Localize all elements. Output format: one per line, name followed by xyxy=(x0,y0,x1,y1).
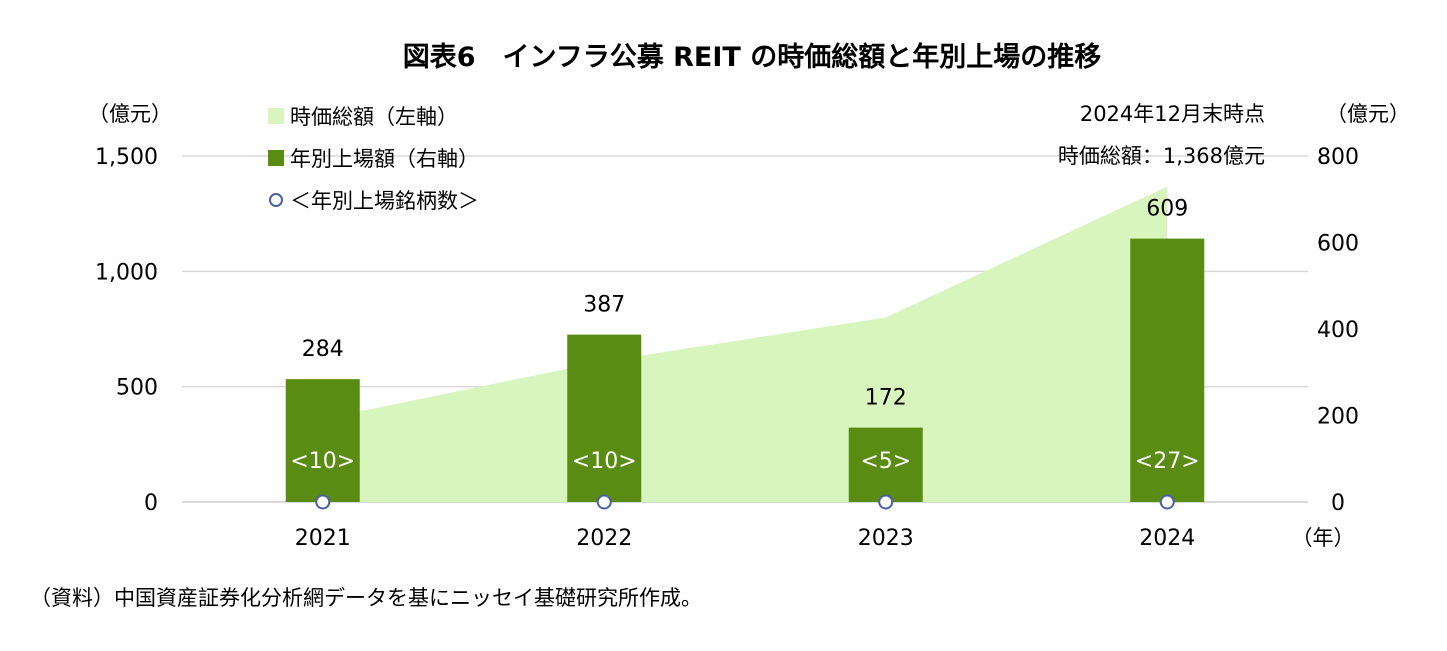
left-tick-label: 1,500 xyxy=(95,145,158,170)
bar-value-label: 172 xyxy=(865,386,907,411)
bar-value-label: 609 xyxy=(1146,197,1188,222)
annotation-date: 2024年12月末時点 xyxy=(1080,102,1265,126)
bar-2021 xyxy=(285,379,360,502)
legend-marker-icon xyxy=(269,193,283,207)
left-axis-unit: （億元） xyxy=(88,102,172,126)
right-tick-label: 600 xyxy=(1317,232,1359,257)
x-tick-label: 2024 xyxy=(1139,526,1195,551)
count-marker xyxy=(878,494,894,510)
left-tick-label: 0 xyxy=(144,491,158,516)
legend-area-label: 時価総額（左軸） xyxy=(290,105,458,129)
right-axis-ticks: 0 200 400 600 800 xyxy=(1317,145,1359,516)
x-axis-unit: （年） xyxy=(1292,526,1355,550)
x-axis-ticks: 2021 2022 2023 2024 xyxy=(295,526,1196,551)
bar-value-labels: 284 387 172 609 xyxy=(302,197,1189,411)
count-label: <5> xyxy=(860,449,911,474)
bar-value-label: 284 xyxy=(302,337,344,362)
legend: 時価総額（左軸） 年別上場額（右軸） ＜年別上場銘柄数＞ xyxy=(268,105,479,213)
source-note: （資料）中国資産証券化分析網データを基にニッセイ基礎研究所作成。 xyxy=(30,586,702,610)
x-tick-label: 2022 xyxy=(576,526,632,551)
legend-area-swatch xyxy=(268,108,284,124)
count-marker xyxy=(596,494,612,510)
bar-value-label: 387 xyxy=(583,293,625,318)
count-marker xyxy=(315,494,331,510)
right-axis-unit: （億元） xyxy=(1326,102,1410,126)
right-tick-label: 200 xyxy=(1317,405,1359,430)
right-tick-label: 400 xyxy=(1317,318,1359,343)
bars-group xyxy=(285,238,1205,503)
right-tick-label: 800 xyxy=(1317,145,1359,170)
count-labels: <10> <10> <5> <27> xyxy=(290,449,1199,474)
chart-title: 図表6 インフラ公募 REIT の時価総額と年別上場の推移 xyxy=(403,41,1101,73)
legend-marker-label: ＜年別上場銘柄数＞ xyxy=(290,189,479,213)
left-axis-ticks: 0 500 1,000 1,500 xyxy=(95,145,158,516)
annotation-market-cap: 時価総額：1,368億元 xyxy=(1058,144,1265,168)
legend-bar-swatch xyxy=(268,150,284,166)
count-markers xyxy=(315,494,1175,510)
count-marker xyxy=(1159,494,1175,510)
count-label: <10> xyxy=(572,449,637,474)
left-tick-label: 1,000 xyxy=(95,260,158,285)
count-label: <27> xyxy=(1135,449,1200,474)
right-tick-label: 0 xyxy=(1331,491,1345,516)
legend-bar-label: 年別上場額（右軸） xyxy=(290,147,479,171)
left-tick-label: 500 xyxy=(116,376,158,401)
bar-2024 xyxy=(1130,238,1205,503)
x-tick-label: 2023 xyxy=(858,526,914,551)
market-cap-area xyxy=(322,186,1168,502)
bar-2022 xyxy=(567,334,642,502)
bar-2023 xyxy=(848,427,923,502)
x-tick-label: 2021 xyxy=(295,526,351,551)
count-label: <10> xyxy=(290,449,355,474)
